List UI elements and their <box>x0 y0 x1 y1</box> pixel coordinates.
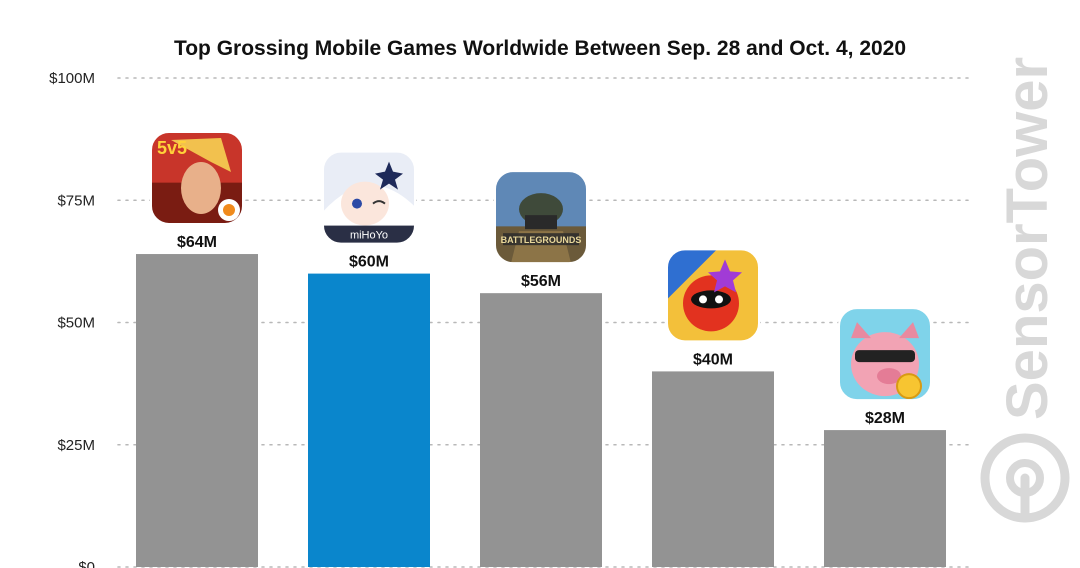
bar <box>652 371 774 567</box>
bar-value-label: $60M <box>349 254 389 271</box>
genshin-impact-icon: miHoYo <box>322 150 416 245</box>
y-tick-label: $25M <box>57 437 95 454</box>
bar <box>308 273 430 567</box>
sensor-tower-watermark: SensorTower <box>980 57 1070 523</box>
icon-text: 5v5 <box>157 138 187 158</box>
app-icons: 5v5 miHoYo BATTLEGROUNDS <box>150 131 932 402</box>
bar <box>136 254 258 568</box>
icon-text: miHoYo <box>350 230 388 242</box>
chart-title: Top Grossing Mobile Games Worldwide Betw… <box>174 37 906 60</box>
pubg-mobile-icon: BATTLEGROUNDS <box>494 170 588 265</box>
y-tick-label: $100M <box>49 70 95 87</box>
bar-value-label: $56M <box>521 273 561 290</box>
bar-value-label: $40M <box>693 351 733 368</box>
value-labels: $64M $60M $56M $40M $28M <box>177 234 905 427</box>
bar <box>480 293 602 567</box>
icon-text: BATTLEGROUNDS <box>501 235 582 245</box>
coin-master-icon <box>838 307 932 402</box>
bars <box>136 254 946 568</box>
y-tick-label: $0 <box>78 559 95 568</box>
bar-value-label: $64M <box>177 234 217 251</box>
y-tick-label: $75M <box>57 192 95 209</box>
sensor-tower-logo-icon <box>980 433 1070 523</box>
bar-value-label: $28M <box>865 410 905 427</box>
y-axis-ticks: $0 $25M $50M $75M $100M <box>49 70 95 568</box>
watermark-brand-text: SensorTower <box>995 57 1060 420</box>
bar <box>824 430 946 567</box>
honor-of-kings-icon: 5v5 <box>150 131 244 226</box>
monster-strike-icon <box>666 248 760 343</box>
y-tick-label: $50M <box>57 315 95 332</box>
